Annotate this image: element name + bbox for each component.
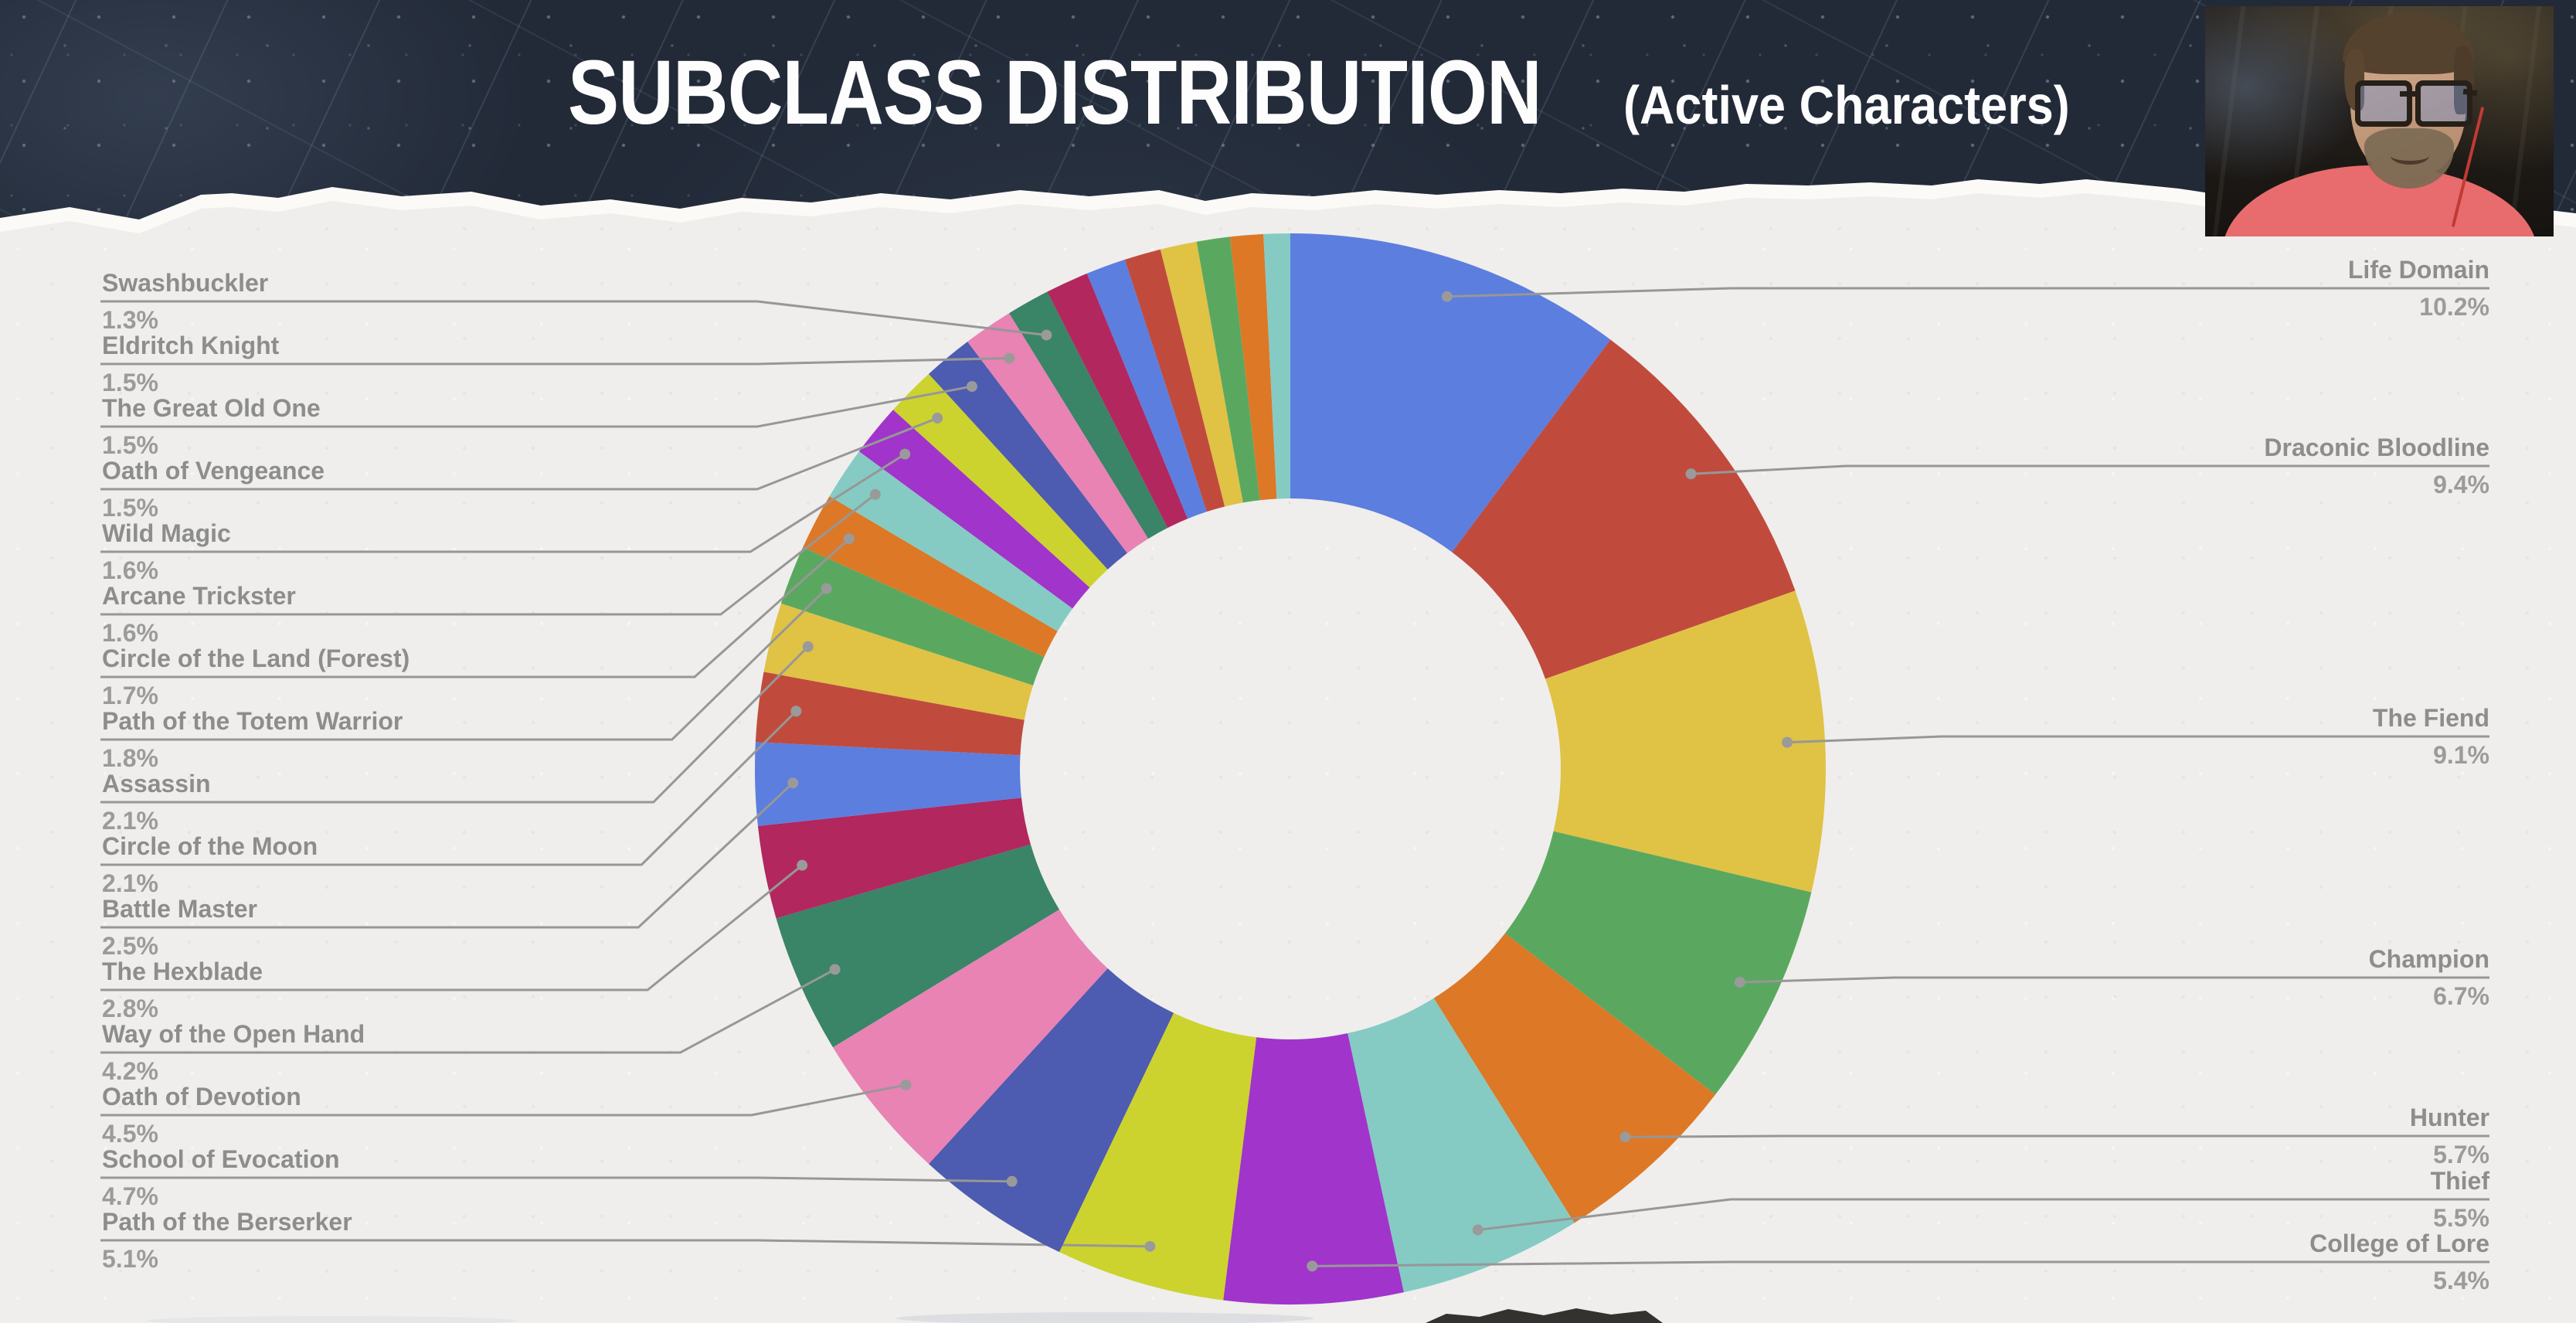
donut-slice-battle-master [755,742,1021,826]
donut-slice-arcane-trickster [829,451,1073,631]
leader-dot [1782,736,1793,748]
leader-line [1787,735,2489,744]
leader-dot [829,964,841,975]
leader-dot [1619,1131,1631,1143]
leader-dot [843,533,855,545]
donut-slice-minor-24 [1086,259,1207,519]
leader-dot [1004,352,1015,364]
leader-dot [1006,1175,1018,1187]
leader-dot [821,583,832,594]
donut-slice-the-hexblade [757,798,1031,919]
donut-slice-minor-27 [1196,236,1260,503]
leader-line [100,453,906,553]
donut-slice-life-domain [1290,233,1611,553]
donut-slice-path-of-the-totem-warrior [780,546,1045,685]
page-title-main: SUBCLASS DISTRIBUTION [567,42,1542,144]
donut-slice-wild-magic [858,410,1090,609]
paper-smudge [147,1316,518,1323]
donut-slice-thief [1347,998,1575,1293]
donut-slice-oath-of-devotion [832,909,1108,1165]
leader-dot [1144,1240,1156,1252]
paper-smudge [896,1312,1313,1323]
leader-dot [869,488,881,500]
leader-dot [899,448,911,460]
leader-dot [1685,468,1697,480]
leader-line [100,782,794,929]
leader-line [100,1176,1012,1183]
donut-slice-draconic-bloodline [1452,339,1796,679]
leader-line [100,417,938,491]
donut-slice-way-of-the-open-hand [776,844,1060,1048]
webcam-person-glasses-left-lens [2355,80,2412,127]
leader-line [100,587,828,741]
donut-slice-hunter [1433,933,1716,1223]
webcam-person-glasses-right-lens [2415,80,2472,127]
page-title: SUBCLASS DISTRIBUTION (Active Characters… [0,40,2576,145]
leader-dot [790,706,802,717]
donut-slice-the-fiend [1545,590,1826,893]
header-band [0,0,2576,219]
torn-dark-mark [1426,1308,1663,1323]
donut-slice-circle-of-the-land-forest- [803,496,1058,657]
leader-line [100,385,973,428]
leader-line [1691,464,2489,475]
donut-slice-the-great-old-one [928,342,1127,570]
leader-dot [787,777,799,789]
donut-slice-path-of-the-berserker [1059,1012,1257,1301]
webcam-person-hair [2343,14,2474,74]
leader-line [1625,1134,2489,1138]
leader-line [100,710,797,866]
leader-line [100,300,1047,337]
leader-line [100,1083,906,1117]
leader-line [1739,976,2489,984]
leader-line [100,493,876,616]
donut-slice-assassin [763,603,1034,720]
webcam-person-glasses-bridge [2400,91,2417,97]
leader-line [1446,287,2489,298]
donut-slice-minor-28 [1229,233,1277,501]
donut-slice-circle-of-the-moon [755,672,1025,756]
leader-dot [966,381,977,393]
donut-slice-swashbuckler [1009,291,1168,539]
leader-dot [1734,977,1745,988]
leader-line [1312,1260,2489,1267]
page-title-subtitle: (Active Characters) [1623,75,2070,135]
leader-line [100,357,1010,366]
leader-dot [1441,291,1453,302]
donut-slice-college-of-lore [1223,1033,1404,1305]
donut-slice-champion [1504,831,1812,1095]
leader-dot [932,413,943,424]
leader-dot [797,859,808,871]
bottom-torn-edge [147,1308,1663,1323]
leader-dot [900,1079,912,1090]
donut-slice-minor-23 [1047,273,1188,529]
webcam-person-mouth [2391,147,2429,165]
leader-line [1477,1198,2489,1232]
leader-line [100,864,804,991]
leader-dot [1307,1260,1318,1272]
leader-line [100,538,850,679]
leader-line [100,645,809,804]
donut-slice-oath-of-vengeance [892,373,1108,588]
donut-slice-minor-25 [1124,249,1225,512]
leader-dot [802,641,814,652]
webcam-overlay [2205,6,2554,236]
leader-dot [1472,1224,1483,1236]
donut-slice-minor-29 [1263,233,1290,499]
donut-slice-eldritch-knight [967,313,1149,553]
leader-line [100,1239,1150,1248]
webcam-person-hair-side [2344,49,2364,111]
donut-slice-minor-26 [1160,241,1243,507]
leader-line [100,968,836,1054]
leader-dot [1041,329,1052,341]
